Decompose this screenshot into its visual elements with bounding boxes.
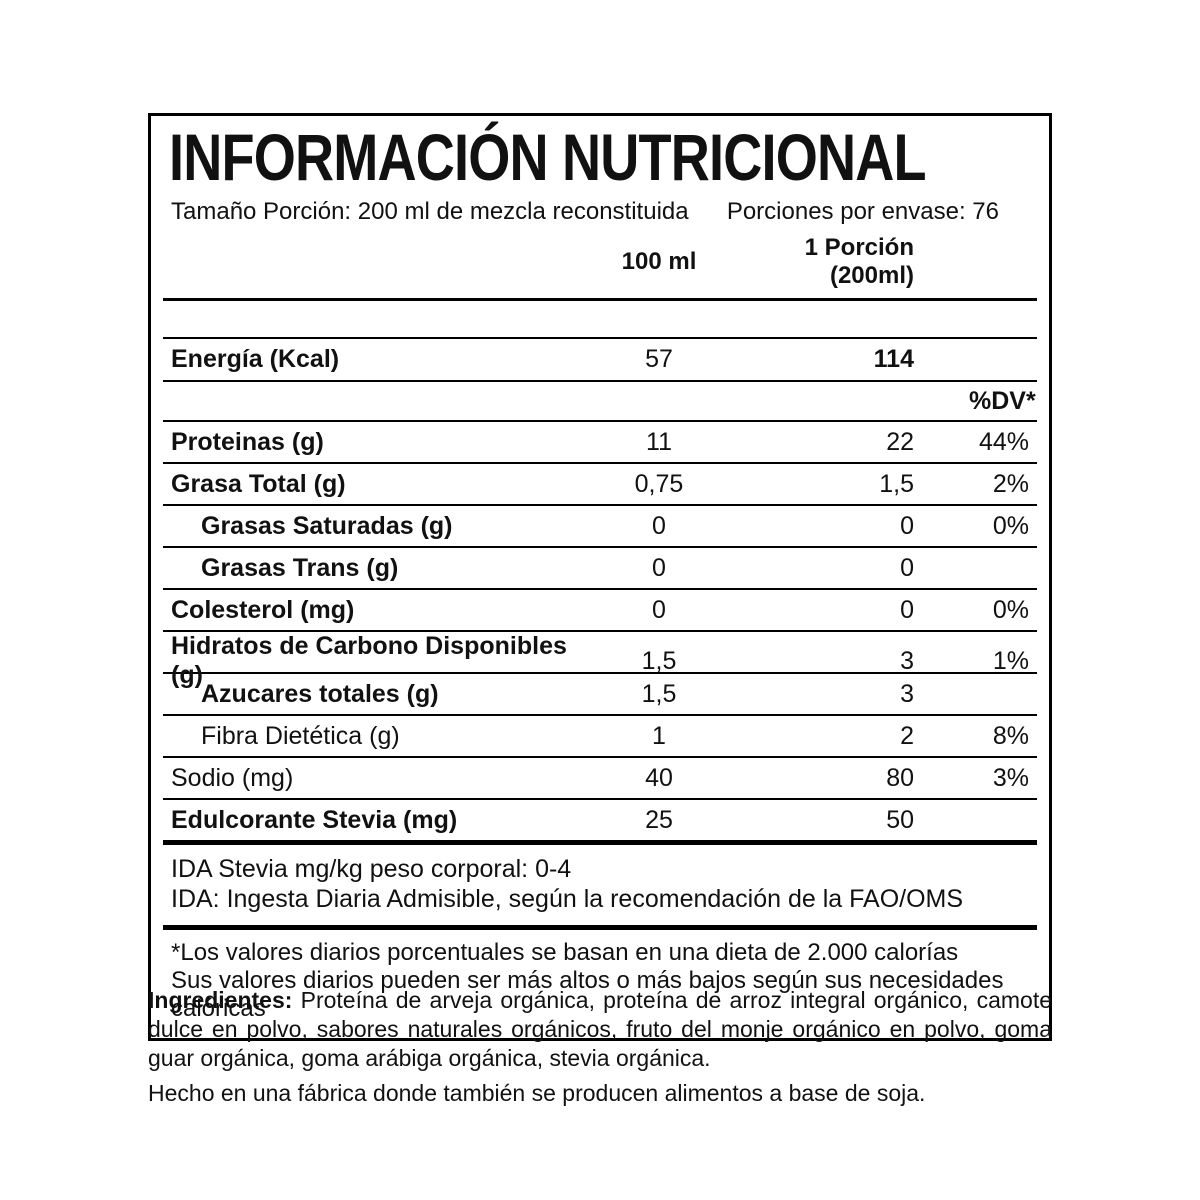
value-100ml: 0 [652,511,666,540]
column-header-portion: 1 Porción (200ml) [804,234,914,289]
value-dv: 0% [992,595,1029,624]
nutrient-row: Proteinas (g) 11 22 44% [163,420,1037,462]
serving-info-line: Tamaño Porción: 200 ml de mezcla reconst… [163,188,1037,226]
energy-row: Energía (Kcal) 57 114 [163,337,1037,380]
value-100ml: 11 [646,427,672,456]
nutrition-facts-panel: INFORMACIÓN NUTRICIONAL Tamaño Porción: … [148,113,1052,1041]
nutrient-row: Edulcorante Stevia (mg) 25 50 [163,798,1037,840]
nutrient-name: Azucares totales (g) [201,679,439,708]
value-100ml: 0 [652,553,666,582]
daily-value-footnote: *Los valores diarios porcentuales se bas… [163,925,1037,1038]
value-100ml: 1,5 [641,646,677,675]
column-headers-row: 100 ml 1 Porción (200ml) [163,226,1037,298]
header-gap [163,301,1037,337]
ida-note-block: IDA Stevia mg/kg peso corporal: 0-4 IDA:… [163,840,1037,925]
ingredients-label: Ingredientes: [148,987,293,1013]
value-100ml: 1 [652,721,666,750]
footnote-line: Sus valores diarios pueden ser más altos… [171,967,1004,1022]
dv-header: %DV* [969,386,1036,415]
value-dv: 1% [992,646,1029,675]
nutrient-name: Edulcorante Stevia (mg) [171,805,458,834]
nutrient-name: Grasas Trans (g) [201,553,399,582]
value-portion: 22 [886,427,914,456]
value-dv: 0% [992,511,1029,540]
value-100ml: 0,75 [634,469,684,498]
ingredients-section: Ingredientes: Proteína de arveja orgánic… [148,986,1052,1108]
nutrient-row: Fibra Dietética (g) 1 2 8% [163,714,1037,756]
servings-per-container-text: Porciones por envase: 76 [726,198,999,225]
nutrient-row: Colesterol (mg) 0 0 0% [163,588,1037,630]
value-portion: 2 [900,721,914,750]
nutrient-name: Proteinas (g) [171,427,324,456]
nutrient-name: Grasa Total (g) [171,469,346,498]
ingredients-text: Proteína de arveja orgánica, proteína de… [148,987,1052,1071]
nutrient-rows: Proteinas (g) 11 22 44% Grasa Total (g) … [163,420,1037,840]
nutrient-row: Sodio (mg) 40 80 3% [163,756,1037,798]
value-dv: 2% [992,469,1029,498]
header-divider-rule [163,298,1037,301]
nutrient-row: Grasas Trans (g) 0 0 [163,546,1037,588]
value-portion: 0 [900,595,914,624]
value-portion: 1,5 [879,469,914,498]
dv-header-row: %DV* [163,380,1037,420]
value-100ml: 40 [645,763,673,792]
value-dv: 44% [978,427,1029,456]
nutrient-row: Grasas Saturadas (g) 0 0 0% [163,504,1037,546]
value-portion: 80 [886,763,914,792]
nutrient-row: Azucares totales (g) 1,5 3 [163,672,1037,714]
allergen-note: Hecho en una fábrica donde también se pr… [148,1080,926,1106]
value-portion: 3 [900,646,914,675]
ingredients-paragraph: Ingredientes: Proteína de arveja orgánic… [148,986,1052,1073]
nutrient-name: Sodio (mg) [171,763,294,792]
serving-size-text: Tamaño Porción: 200 ml de mezcla reconst… [171,198,689,225]
nutrient-name: Energía (Kcal) [171,345,340,373]
nutrient-row: Hidratos de Carbono Disponibles (g) 1,5 … [163,630,1037,689]
value-100ml: 25 [645,805,673,834]
nutrient-row: Grasa Total (g) 0,75 1,5 2% [163,462,1037,504]
nutrient-name: Fibra Dietética (g) [201,721,400,750]
value-100ml: 1,5 [641,679,677,708]
value-portion: 50 [886,805,914,834]
value-100ml: 0 [652,595,666,624]
nutrient-name: Grasas Saturadas (g) [201,511,453,540]
panel-title: INFORMACIÓN NUTRICIONAL [169,120,927,194]
value-portion: 0 [900,511,914,540]
value-dv: 3% [992,763,1029,792]
footnote-line: *Los valores diarios porcentuales se bas… [171,939,959,966]
value-portion: 3 [900,679,914,708]
nutrient-name: Hidratos de Carbono Disponibles (g) [171,632,567,689]
value-100ml: 57 [645,345,673,373]
column-header-100ml: 100 ml [621,248,697,275]
value-portion: 114 [873,345,914,373]
ida-note-line: IDA Stevia mg/kg peso corporal: 0-4 [171,855,572,883]
value-dv: 8% [992,721,1029,750]
value-portion: 0 [900,553,914,582]
nutrient-name: Colesterol (mg) [171,595,355,624]
ida-note-line: IDA: Ingesta Diaria Admisible, según la … [171,885,964,913]
